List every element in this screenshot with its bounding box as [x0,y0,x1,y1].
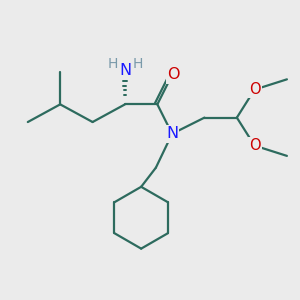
Text: O: O [249,82,260,97]
Text: H: H [132,57,142,71]
Text: N: N [166,126,178,141]
Text: O: O [167,68,180,82]
Text: O: O [249,138,260,153]
Text: N: N [119,63,131,78]
Text: H: H [107,57,118,71]
